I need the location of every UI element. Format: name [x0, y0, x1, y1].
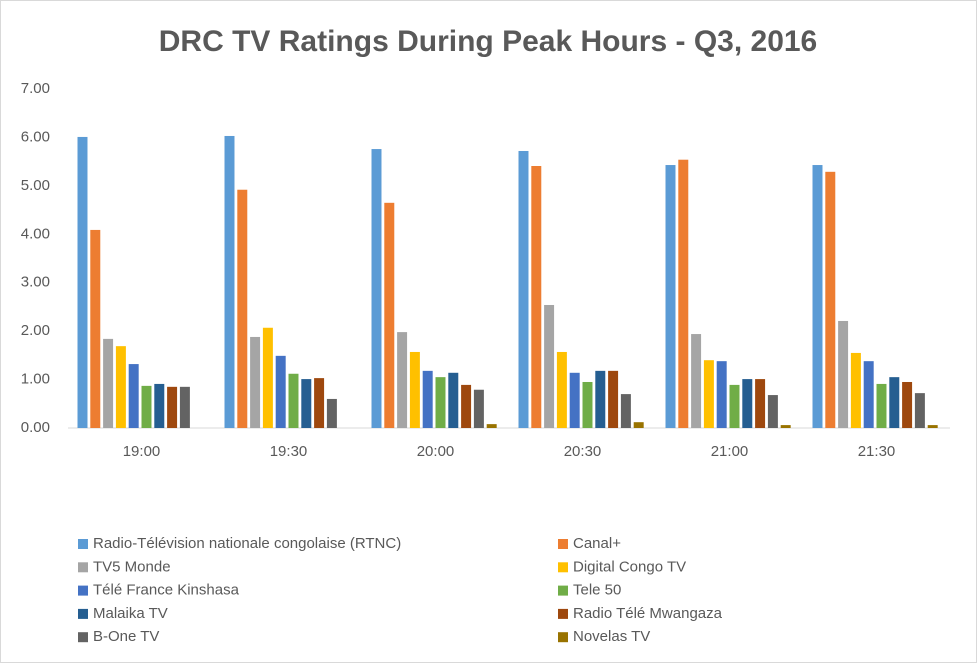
legend-label: Télé France Kinshasa — [93, 582, 240, 599]
legend-label: TV5 Monde — [93, 558, 171, 575]
bar — [448, 372, 459, 428]
y-tick-label: 0.00 — [21, 419, 50, 436]
bar — [767, 395, 778, 428]
bar — [237, 189, 248, 428]
bar — [115, 346, 126, 428]
bar — [678, 159, 689, 428]
bar — [314, 378, 325, 428]
bar — [703, 360, 714, 428]
legend-swatch — [78, 632, 88, 643]
bar — [128, 364, 139, 428]
legend-swatch — [78, 539, 88, 549]
bar — [569, 372, 580, 428]
bar — [812, 165, 823, 429]
x-tick-label: 21:30 — [858, 443, 896, 460]
bar — [902, 381, 913, 428]
legend-swatch — [558, 585, 568, 596]
y-tick-label: 5.00 — [21, 177, 50, 194]
legend-label: Digital Congo TV — [573, 558, 686, 575]
legend-swatch — [78, 562, 88, 573]
bar — [531, 166, 542, 428]
bar — [716, 361, 727, 428]
bar — [850, 352, 861, 428]
bar — [224, 135, 235, 428]
x-tick-label: 19:00 — [123, 443, 161, 460]
bar — [889, 377, 900, 428]
legend-swatch — [558, 608, 568, 619]
chart-title: DRC TV Ratings During Peak Hours - Q3, 2… — [159, 25, 818, 58]
bar — [301, 379, 312, 428]
bar — [780, 425, 791, 428]
bar — [838, 320, 849, 428]
bar — [914, 393, 925, 428]
y-tick-label: 1.00 — [21, 371, 50, 388]
legend-label: Radio-Télévision nationale congolaise (R… — [93, 535, 401, 552]
bar — [825, 171, 836, 428]
bar — [620, 394, 631, 428]
bar — [103, 338, 114, 428]
bar — [422, 370, 433, 428]
bar — [633, 422, 644, 428]
y-tick-label: 4.00 — [21, 225, 50, 242]
legend-swatch — [558, 562, 568, 573]
bar — [77, 136, 88, 429]
bar — [288, 373, 299, 428]
bar — [473, 389, 484, 428]
bar — [250, 336, 261, 428]
legend-label: Radio Télé Mwangaza — [573, 605, 723, 622]
bar — [518, 150, 529, 428]
legend-swatch — [558, 539, 568, 549]
bar — [876, 383, 887, 428]
y-tick-label: 2.00 — [21, 322, 50, 339]
bar — [326, 398, 337, 428]
bar — [179, 386, 190, 428]
bar — [556, 351, 567, 428]
bar — [742, 379, 753, 428]
bar — [691, 334, 702, 428]
x-tick-label: 19:30 — [270, 443, 308, 460]
legend-label: Novelas TV — [573, 628, 650, 645]
legend-swatch — [558, 632, 568, 643]
bar — [275, 355, 286, 428]
bar — [397, 332, 408, 428]
bar — [863, 361, 874, 428]
x-tick-label: 21:00 — [711, 443, 749, 460]
legend-label: B-One TV — [93, 628, 159, 645]
bar — [262, 327, 273, 428]
x-tick-label: 20:30 — [564, 443, 602, 460]
legend-label: Malaika TV — [93, 605, 168, 622]
bar — [141, 385, 152, 428]
bar — [409, 351, 420, 428]
bar — [371, 149, 382, 428]
bar — [167, 386, 178, 428]
bar — [154, 383, 165, 428]
bar — [927, 425, 938, 428]
legend-label: Tele 50 — [573, 582, 621, 599]
y-tick-label: 6.00 — [21, 128, 50, 145]
bar — [486, 424, 497, 428]
bar — [608, 370, 619, 428]
bar — [461, 384, 472, 428]
bar — [665, 165, 676, 429]
bar — [90, 229, 101, 428]
x-tick-label: 20:00 — [417, 443, 455, 460]
y-tick-label: 7.00 — [21, 80, 50, 97]
legend-swatch — [78, 585, 88, 596]
legend-label: Canal+ — [573, 535, 621, 552]
bar — [384, 202, 395, 428]
y-tick-label: 3.00 — [21, 274, 50, 291]
bar — [595, 370, 606, 428]
bar — [435, 377, 446, 428]
bar — [755, 379, 766, 428]
bar — [544, 304, 555, 428]
bar — [729, 384, 740, 428]
bar — [582, 381, 593, 428]
legend-swatch — [78, 608, 88, 619]
